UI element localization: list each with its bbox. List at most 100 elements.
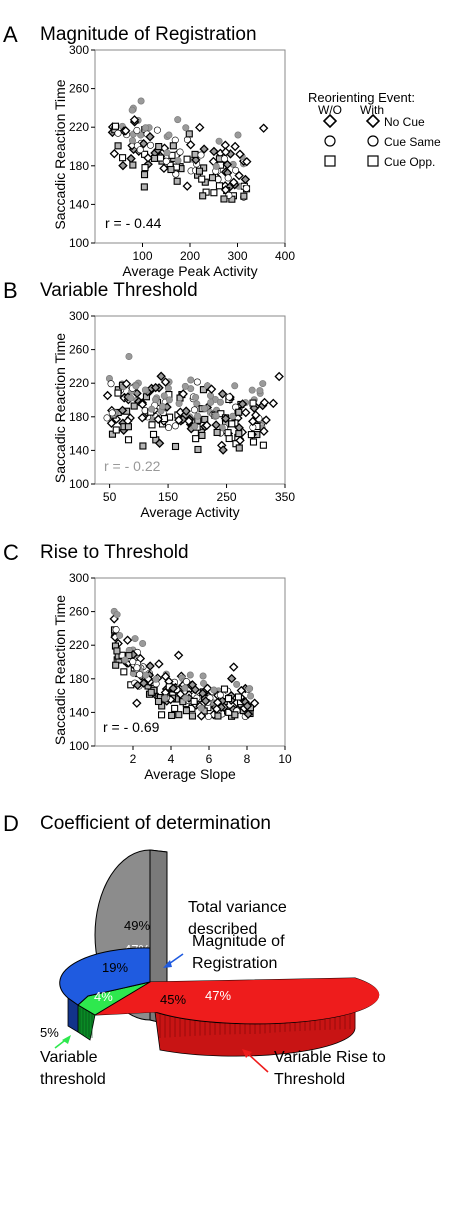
data-point [199, 192, 207, 200]
data-point [156, 154, 165, 162]
data-point [130, 402, 138, 410]
data-point [157, 711, 166, 719]
data-point [259, 441, 267, 449]
panel-b-correlation: r = - 0.22 [104, 458, 161, 474]
y-tick-label: 260 [69, 82, 89, 96]
panel-d-letter: D [3, 811, 19, 836]
data-point [207, 398, 215, 406]
data-point [220, 685, 229, 693]
data-point [185, 130, 193, 138]
data-point [128, 137, 136, 145]
data-point [188, 712, 197, 720]
x-tick-label: 8 [244, 752, 251, 766]
data-point [221, 155, 229, 163]
total-variance-label-line2: described [188, 921, 257, 938]
x-tick-label: 50 [103, 490, 117, 504]
data-point [210, 189, 218, 197]
data-point [138, 138, 149, 149]
data-point [171, 422, 179, 430]
y-tick-label: 220 [69, 376, 89, 390]
data-point [114, 142, 122, 150]
data-point [162, 157, 170, 165]
y-tick-label: 100 [69, 236, 89, 250]
data-point [198, 175, 206, 183]
x-tick-label: 100 [132, 249, 152, 263]
pie-label-magnitude: 19% [102, 960, 128, 975]
y-axis-label: Saccadic Reaction Time [52, 79, 68, 229]
data-point [190, 697, 198, 705]
arrow-rise-head [242, 1049, 252, 1058]
data-point [226, 673, 237, 684]
data-point [175, 711, 183, 719]
data-point [228, 420, 236, 428]
data-point [160, 415, 169, 423]
data-point [230, 141, 240, 152]
data-point [235, 435, 245, 446]
panel-c-correlation: r = - 0.69 [103, 719, 160, 735]
data-point [148, 421, 156, 429]
data-point [167, 165, 175, 174]
data-point [190, 684, 200, 695]
pie-label-rise-top: 45% [160, 992, 186, 1007]
legend-label-no-cue: No Cue [384, 115, 425, 129]
arrow-rise [245, 1051, 269, 1073]
data-point [201, 404, 209, 412]
blue-slice-top [59, 947, 151, 1006]
data-point [121, 126, 131, 136]
data-point [212, 704, 222, 714]
data-point [153, 126, 161, 134]
data-point [197, 704, 205, 712]
data-point [139, 442, 147, 450]
y-tick-label: 140 [69, 443, 89, 457]
data-point [140, 171, 149, 179]
data-point [140, 183, 148, 191]
data-point [142, 671, 150, 679]
data-point [240, 174, 251, 185]
data-point [108, 430, 117, 438]
y-tick-label: 140 [69, 197, 89, 211]
data-point [259, 426, 269, 436]
data-point [184, 416, 194, 426]
data-point [224, 429, 232, 437]
data-point [192, 435, 200, 443]
data-point [199, 672, 207, 680]
panel-c-plot: 100 140 180 220 260 300 2 4 6 8 10 Average Slope Sac… [52, 571, 292, 782]
data-point [139, 678, 149, 688]
panel-d-title: Coefficient of determination [40, 813, 271, 834]
data-point [133, 126, 141, 134]
data-point [124, 436, 133, 444]
data-point [178, 389, 188, 399]
data-point [241, 407, 251, 418]
data-point [154, 697, 163, 706]
legend-diamond-without [322, 113, 338, 129]
y-tick-label: 180 [69, 410, 89, 424]
callout-threshold-line2: threshold [40, 1071, 106, 1088]
callout-rise-line1: Variable Rise to [274, 1049, 386, 1066]
data-point [176, 148, 184, 156]
y-tick-label: 220 [69, 120, 89, 134]
data-point [200, 679, 208, 687]
data-point [175, 400, 183, 408]
data-point [171, 704, 179, 712]
arrow-threshold-head [62, 1035, 71, 1044]
data-point [154, 659, 164, 669]
data-point [133, 664, 141, 672]
data-point [150, 382, 161, 393]
data-point [181, 406, 191, 416]
x-axis-label: Average Peak Activity [122, 263, 257, 279]
data-point [183, 155, 191, 163]
data-point [173, 650, 184, 660]
x-tick-label: 10 [278, 752, 292, 766]
legend-label-cue-same: Cue Same [384, 135, 441, 149]
data-point [125, 652, 133, 660]
data-point [108, 409, 116, 417]
y-tick-label: 180 [69, 159, 89, 173]
data-point [231, 711, 239, 719]
data-point [237, 399, 248, 409]
data-point [191, 422, 199, 430]
data-point [107, 380, 115, 388]
data-point [210, 686, 218, 694]
data-point [248, 416, 258, 427]
data-point [182, 707, 191, 715]
data-point [129, 658, 137, 666]
